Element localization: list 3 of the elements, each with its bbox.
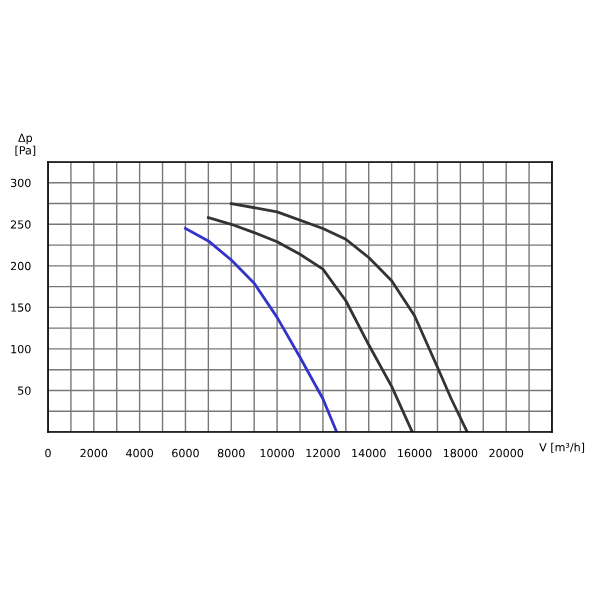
- line-series: [184, 227, 339, 432]
- line-series: [229, 202, 469, 432]
- line-series: [206, 216, 414, 432]
